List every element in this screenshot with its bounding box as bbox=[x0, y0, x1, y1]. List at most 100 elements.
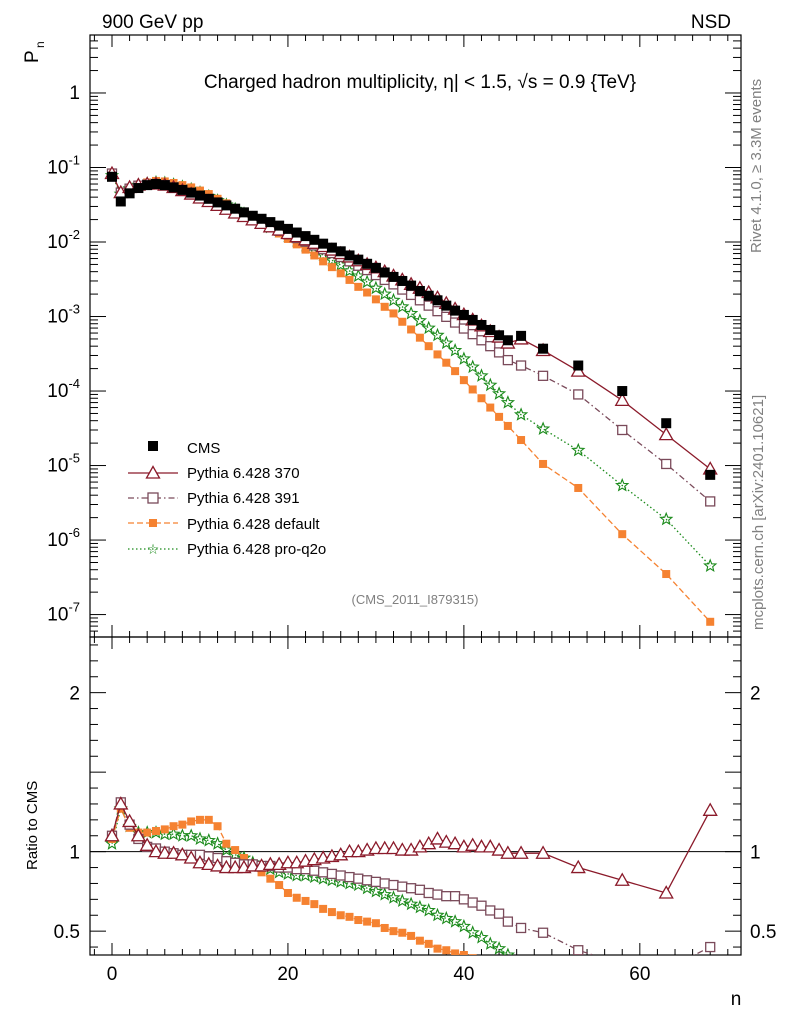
point-cms bbox=[282, 223, 293, 234]
point-default bbox=[451, 367, 460, 376]
point-default bbox=[459, 376, 468, 385]
point-default bbox=[442, 358, 451, 367]
ratio-point-370 bbox=[121, 813, 138, 828]
point-cms bbox=[212, 197, 223, 208]
ratio-point-370 bbox=[491, 842, 507, 856]
y-tick-label-ratio-right: 1 bbox=[750, 843, 761, 864]
legend-label-pro-q2o: Pythia 6.428 pro-q2o bbox=[187, 541, 326, 558]
point-cms bbox=[300, 231, 311, 242]
ratio-point-391 bbox=[388, 879, 399, 891]
point-cms bbox=[502, 335, 513, 346]
tick-labels: 0 20 40 60 10-7 10-6 10-5 10-4 10-3 10-2 10-1 1 0.5 0… bbox=[47, 83, 776, 985]
point-pro-q2o bbox=[430, 327, 445, 342]
rivet-label: Rivet 4.1.0, ≥ 3.3M events bbox=[748, 79, 765, 253]
ratio-point-370 bbox=[139, 837, 155, 851]
ratio-point-pro-q2o bbox=[377, 887, 392, 901]
ratio-point-pro-q2o bbox=[491, 941, 507, 955]
point-cms bbox=[194, 190, 205, 201]
ratio-point-default bbox=[451, 949, 460, 955]
ratio-point-370 bbox=[438, 834, 454, 848]
ratio-point-pro-q2o bbox=[500, 947, 516, 955]
ratio-point-370 bbox=[183, 850, 199, 864]
point-pro-q2o bbox=[513, 407, 529, 421]
point-391 bbox=[476, 335, 487, 346]
ratio-point-default bbox=[517, 975, 525, 983]
ratio-point-default bbox=[706, 994, 714, 1002]
point-cms bbox=[362, 258, 373, 269]
ratio-point-default bbox=[222, 839, 231, 848]
ratio-point-default bbox=[160, 825, 169, 834]
point-cms bbox=[124, 188, 135, 199]
point-cms bbox=[326, 242, 337, 253]
ratio-point-391 bbox=[573, 945, 584, 955]
ratio-point-370 bbox=[429, 831, 446, 845]
point-cms bbox=[370, 262, 381, 273]
plot-title: Charged hadron multiplicity, η| < 1.5, √… bbox=[204, 72, 636, 93]
ratio-point-pro-q2o bbox=[447, 914, 463, 928]
ratio-point-default bbox=[169, 822, 178, 831]
point-default bbox=[371, 295, 380, 304]
point-cms bbox=[432, 295, 443, 306]
ratio-point-default bbox=[292, 893, 301, 902]
ratio-point-default bbox=[319, 904, 328, 913]
ratio-point-370 bbox=[702, 802, 718, 816]
ratio-point-370 bbox=[148, 843, 164, 858]
ratio-point-391 bbox=[379, 878, 390, 889]
ratio-point-391 bbox=[485, 905, 496, 916]
point-cms bbox=[106, 171, 117, 182]
point-cms bbox=[538, 343, 549, 354]
y-axis-title-ratio: Ratio to CMS bbox=[24, 781, 41, 870]
point-391 bbox=[502, 354, 514, 366]
y-axis-title-n-subscript: n bbox=[33, 41, 47, 48]
ratio-point-default bbox=[187, 817, 196, 826]
ratio-point-391 bbox=[618, 960, 627, 969]
point-cms bbox=[573, 360, 584, 371]
point-default bbox=[301, 245, 310, 254]
ratio-point-default bbox=[301, 896, 310, 905]
point-cms bbox=[344, 250, 355, 261]
y-tick-label-main: 10-3 bbox=[47, 302, 80, 328]
y-axis-title-P: P bbox=[22, 50, 43, 63]
ratio-point-391 bbox=[705, 941, 716, 953]
point-default bbox=[424, 342, 433, 351]
ratio-point-370 bbox=[192, 854, 208, 869]
point-default bbox=[336, 269, 345, 278]
series-line-pro-q2o bbox=[111, 175, 711, 567]
point-cms bbox=[450, 305, 461, 316]
legend-entry-pro-q2o: ☆ Pythia 6.428 pro-q2o bbox=[128, 541, 326, 558]
point-default bbox=[486, 403, 495, 412]
y-tick-label-main: 10-4 bbox=[47, 376, 80, 402]
ratio-point-pro-q2o bbox=[412, 899, 428, 914]
ratio-point-370 bbox=[465, 837, 481, 851]
main-plot-marks bbox=[104, 165, 718, 626]
point-default bbox=[618, 530, 627, 539]
ratio-point-391 bbox=[432, 889, 443, 900]
y-axis-title-main: P n bbox=[22, 41, 47, 63]
point-391 bbox=[661, 458, 672, 470]
ratio-point-default bbox=[257, 868, 266, 877]
point-default bbox=[398, 317, 407, 326]
series-line-370 bbox=[111, 173, 711, 470]
legend-entry-default: Pythia 6.428 default bbox=[128, 516, 320, 533]
ratio-point-default bbox=[504, 972, 512, 980]
point-cms bbox=[247, 210, 258, 221]
point-cms bbox=[230, 203, 241, 214]
point-default bbox=[517, 436, 526, 445]
analysis-id: (CMS_2011_I879315) bbox=[352, 592, 479, 607]
point-cms bbox=[274, 220, 285, 231]
point-default bbox=[354, 282, 363, 291]
process-label: NSD bbox=[691, 12, 731, 33]
point-default bbox=[292, 240, 301, 249]
ratio-point-370 bbox=[570, 859, 586, 874]
point-cms bbox=[485, 324, 496, 335]
legend-marker-default bbox=[149, 519, 157, 527]
point-cms bbox=[516, 330, 527, 341]
ratio-point-391 bbox=[370, 876, 382, 888]
ratio-point-pro-q2o bbox=[617, 981, 628, 992]
y-tick-label-main: 10-2 bbox=[47, 227, 80, 253]
point-cms bbox=[150, 179, 161, 190]
y-tick-label-main: 10-5 bbox=[47, 451, 80, 477]
point-pro-q2o bbox=[377, 286, 392, 301]
y-tick-label-main: 10-1 bbox=[47, 152, 80, 178]
point-cms bbox=[467, 314, 478, 325]
